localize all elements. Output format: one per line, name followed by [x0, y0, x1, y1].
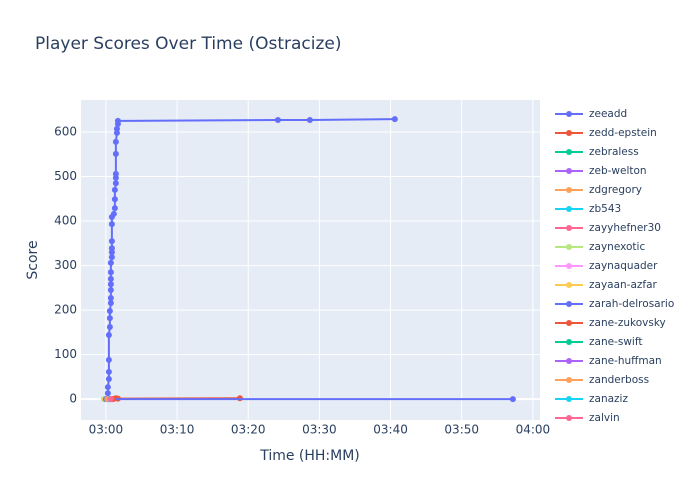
x-tick-label: 04:00: [516, 423, 551, 437]
legend-marker: [566, 225, 572, 231]
data-point: [104, 384, 111, 391]
legend-marker: [566, 282, 572, 288]
data-point: [112, 150, 119, 157]
legend-marker: [566, 244, 572, 250]
legend-label: zaynexotic: [589, 241, 645, 253]
legend-label: zanaziz: [589, 393, 628, 405]
x-tick-label: 03:10: [160, 423, 195, 437]
data-point: [108, 238, 115, 245]
legend-marker: [566, 187, 572, 193]
data-point: [105, 331, 112, 338]
y-tick-label: 400: [54, 214, 77, 228]
data-point: [107, 287, 114, 294]
data-point: [108, 254, 115, 261]
y-tick-label: 600: [54, 125, 77, 139]
legend-marker: [566, 358, 572, 364]
legend-marker: [566, 206, 572, 212]
legend-label: zane-huffman: [589, 355, 662, 367]
x-tick-label: 03:00: [89, 423, 124, 437]
data-point: [110, 210, 117, 217]
data-point: [107, 299, 114, 306]
y-tick-label: 200: [54, 303, 77, 317]
legend-label: zane-swift: [589, 336, 642, 348]
data-point: [107, 259, 114, 266]
x-tick-label: 03:30: [302, 423, 337, 437]
plot-area: [81, 100, 540, 420]
legend-marker: [566, 168, 572, 174]
x-tick-label: 03:40: [373, 423, 408, 437]
y-axis-label: Score: [25, 240, 41, 279]
legend-label: zalvin: [589, 412, 620, 424]
y-tick-label: 100: [54, 347, 77, 361]
data-point: [105, 356, 112, 363]
chart-title: Player Scores Over Time (Ostracize): [35, 34, 342, 54]
legend-marker: [566, 339, 572, 345]
legend-label: zebraless: [589, 146, 639, 158]
legend-marker: [566, 301, 572, 307]
data-point: [106, 307, 113, 314]
data-point: [112, 138, 119, 145]
data-point: [106, 323, 113, 330]
y-tick-label: 300: [54, 258, 77, 272]
x-tick-label: 03:50: [444, 423, 479, 437]
data-point: [105, 368, 112, 375]
data-point: [274, 117, 281, 124]
y-tick-label: 500: [54, 169, 77, 183]
legend-label: zanderboss: [589, 374, 649, 386]
legend-label: zedd-epstein: [589, 127, 657, 139]
legend-label: zb543: [589, 203, 621, 215]
data-point: [509, 396, 516, 403]
x-axis-label: Time (HH:MM): [259, 448, 360, 464]
data-point: [106, 315, 113, 322]
data-point: [306, 117, 313, 124]
legend-marker: [566, 396, 572, 402]
data-point: [114, 117, 121, 124]
legend-label: zeeadd: [589, 108, 627, 120]
data-point: [108, 221, 115, 228]
data-point: [111, 205, 118, 212]
data-point: [113, 125, 120, 132]
data-point: [104, 390, 111, 397]
legend-label: zayaan-azfar: [589, 279, 658, 291]
legend-label: zarah-delrosario: [589, 298, 674, 310]
y-tick-label: 0: [69, 392, 77, 406]
legend-label: zdgregory: [589, 184, 642, 196]
data-point: [107, 269, 114, 276]
data-point: [391, 116, 398, 123]
data-point: [105, 376, 112, 383]
legend-label: zaynaquader: [589, 260, 658, 272]
legend-marker: [566, 263, 572, 269]
data-point: [107, 295, 114, 302]
legend-marker: [566, 130, 572, 136]
legend-marker: [566, 149, 572, 155]
legend-marker: [566, 377, 572, 383]
data-point: [107, 275, 114, 282]
data-point: [107, 396, 114, 403]
data-point: [111, 196, 118, 203]
legend-label: zayyhefner30: [589, 222, 661, 234]
data-point: [108, 245, 115, 252]
legend-marker: [566, 111, 572, 117]
data-point: [111, 186, 118, 193]
data-point: [107, 281, 114, 288]
legend-label: zane-zukovsky: [589, 317, 666, 329]
data-point: [112, 170, 119, 177]
data-point: [112, 180, 119, 187]
legend-marker: [566, 320, 572, 326]
x-tick-label: 03:20: [231, 423, 266, 437]
legend-marker: [566, 415, 572, 421]
legend-label: zeb-welton: [589, 165, 647, 177]
